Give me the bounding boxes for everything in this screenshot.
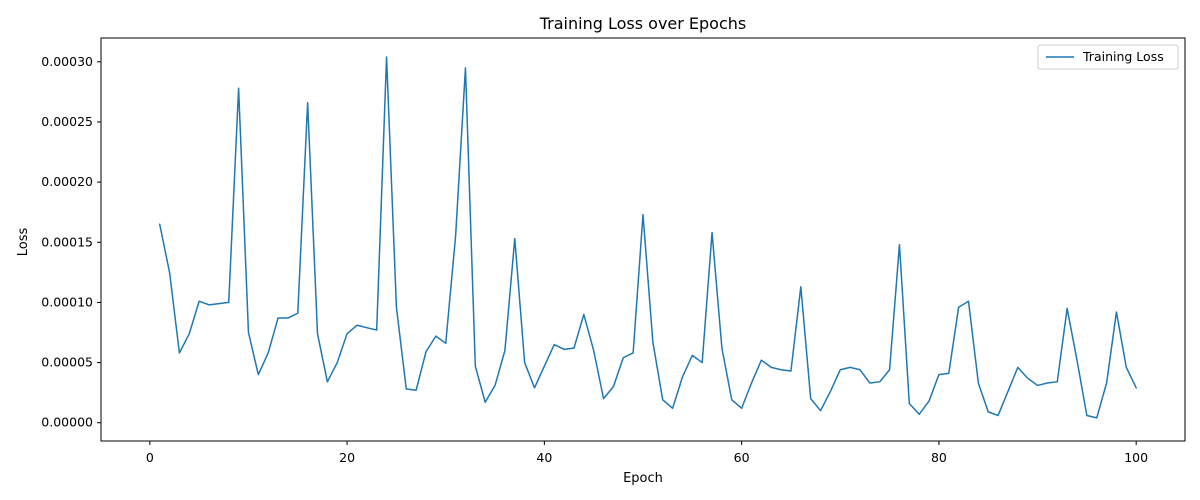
plot-area — [158, 56, 1137, 419]
x-tick-label: 80 — [931, 450, 947, 465]
y-tick-label: 0.00020 — [41, 174, 93, 189]
y-tick-label: 0.00015 — [41, 234, 93, 249]
x-axis-label: Epoch — [623, 471, 663, 486]
legend-label-training-loss: Training Loss — [1082, 49, 1164, 64]
y-tick-label: 0.00025 — [41, 114, 93, 129]
chart-title: Training Loss over Epochs — [539, 14, 747, 33]
legend: Training Loss — [1037, 44, 1179, 70]
x-tick-label: 0 — [146, 450, 154, 465]
legend-box — [1037, 44, 1179, 70]
y-axis-label: Loss — [16, 228, 31, 257]
y-axis-ticks: 0.00000 0.00005 0.00010 0.00015 0.00020 0.000… — [41, 54, 101, 430]
x-tick-label: 100 — [1124, 450, 1148, 465]
y-tick-label: 0.00005 — [41, 355, 93, 370]
axes-frame — [100, 37, 1186, 442]
y-tick-label: 0.00030 — [41, 54, 93, 69]
x-tick-label: 40 — [536, 450, 552, 465]
series-line-training-loss — [158, 56, 1137, 419]
x-axis-ticks: 0 20 40 60 80 100 — [146, 441, 1148, 465]
y-tick-label: 0.00000 — [41, 415, 93, 430]
x-tick-label: 60 — [734, 450, 750, 465]
y-tick-label: 0.00010 — [41, 294, 93, 309]
x-tick-label: 20 — [339, 450, 355, 465]
